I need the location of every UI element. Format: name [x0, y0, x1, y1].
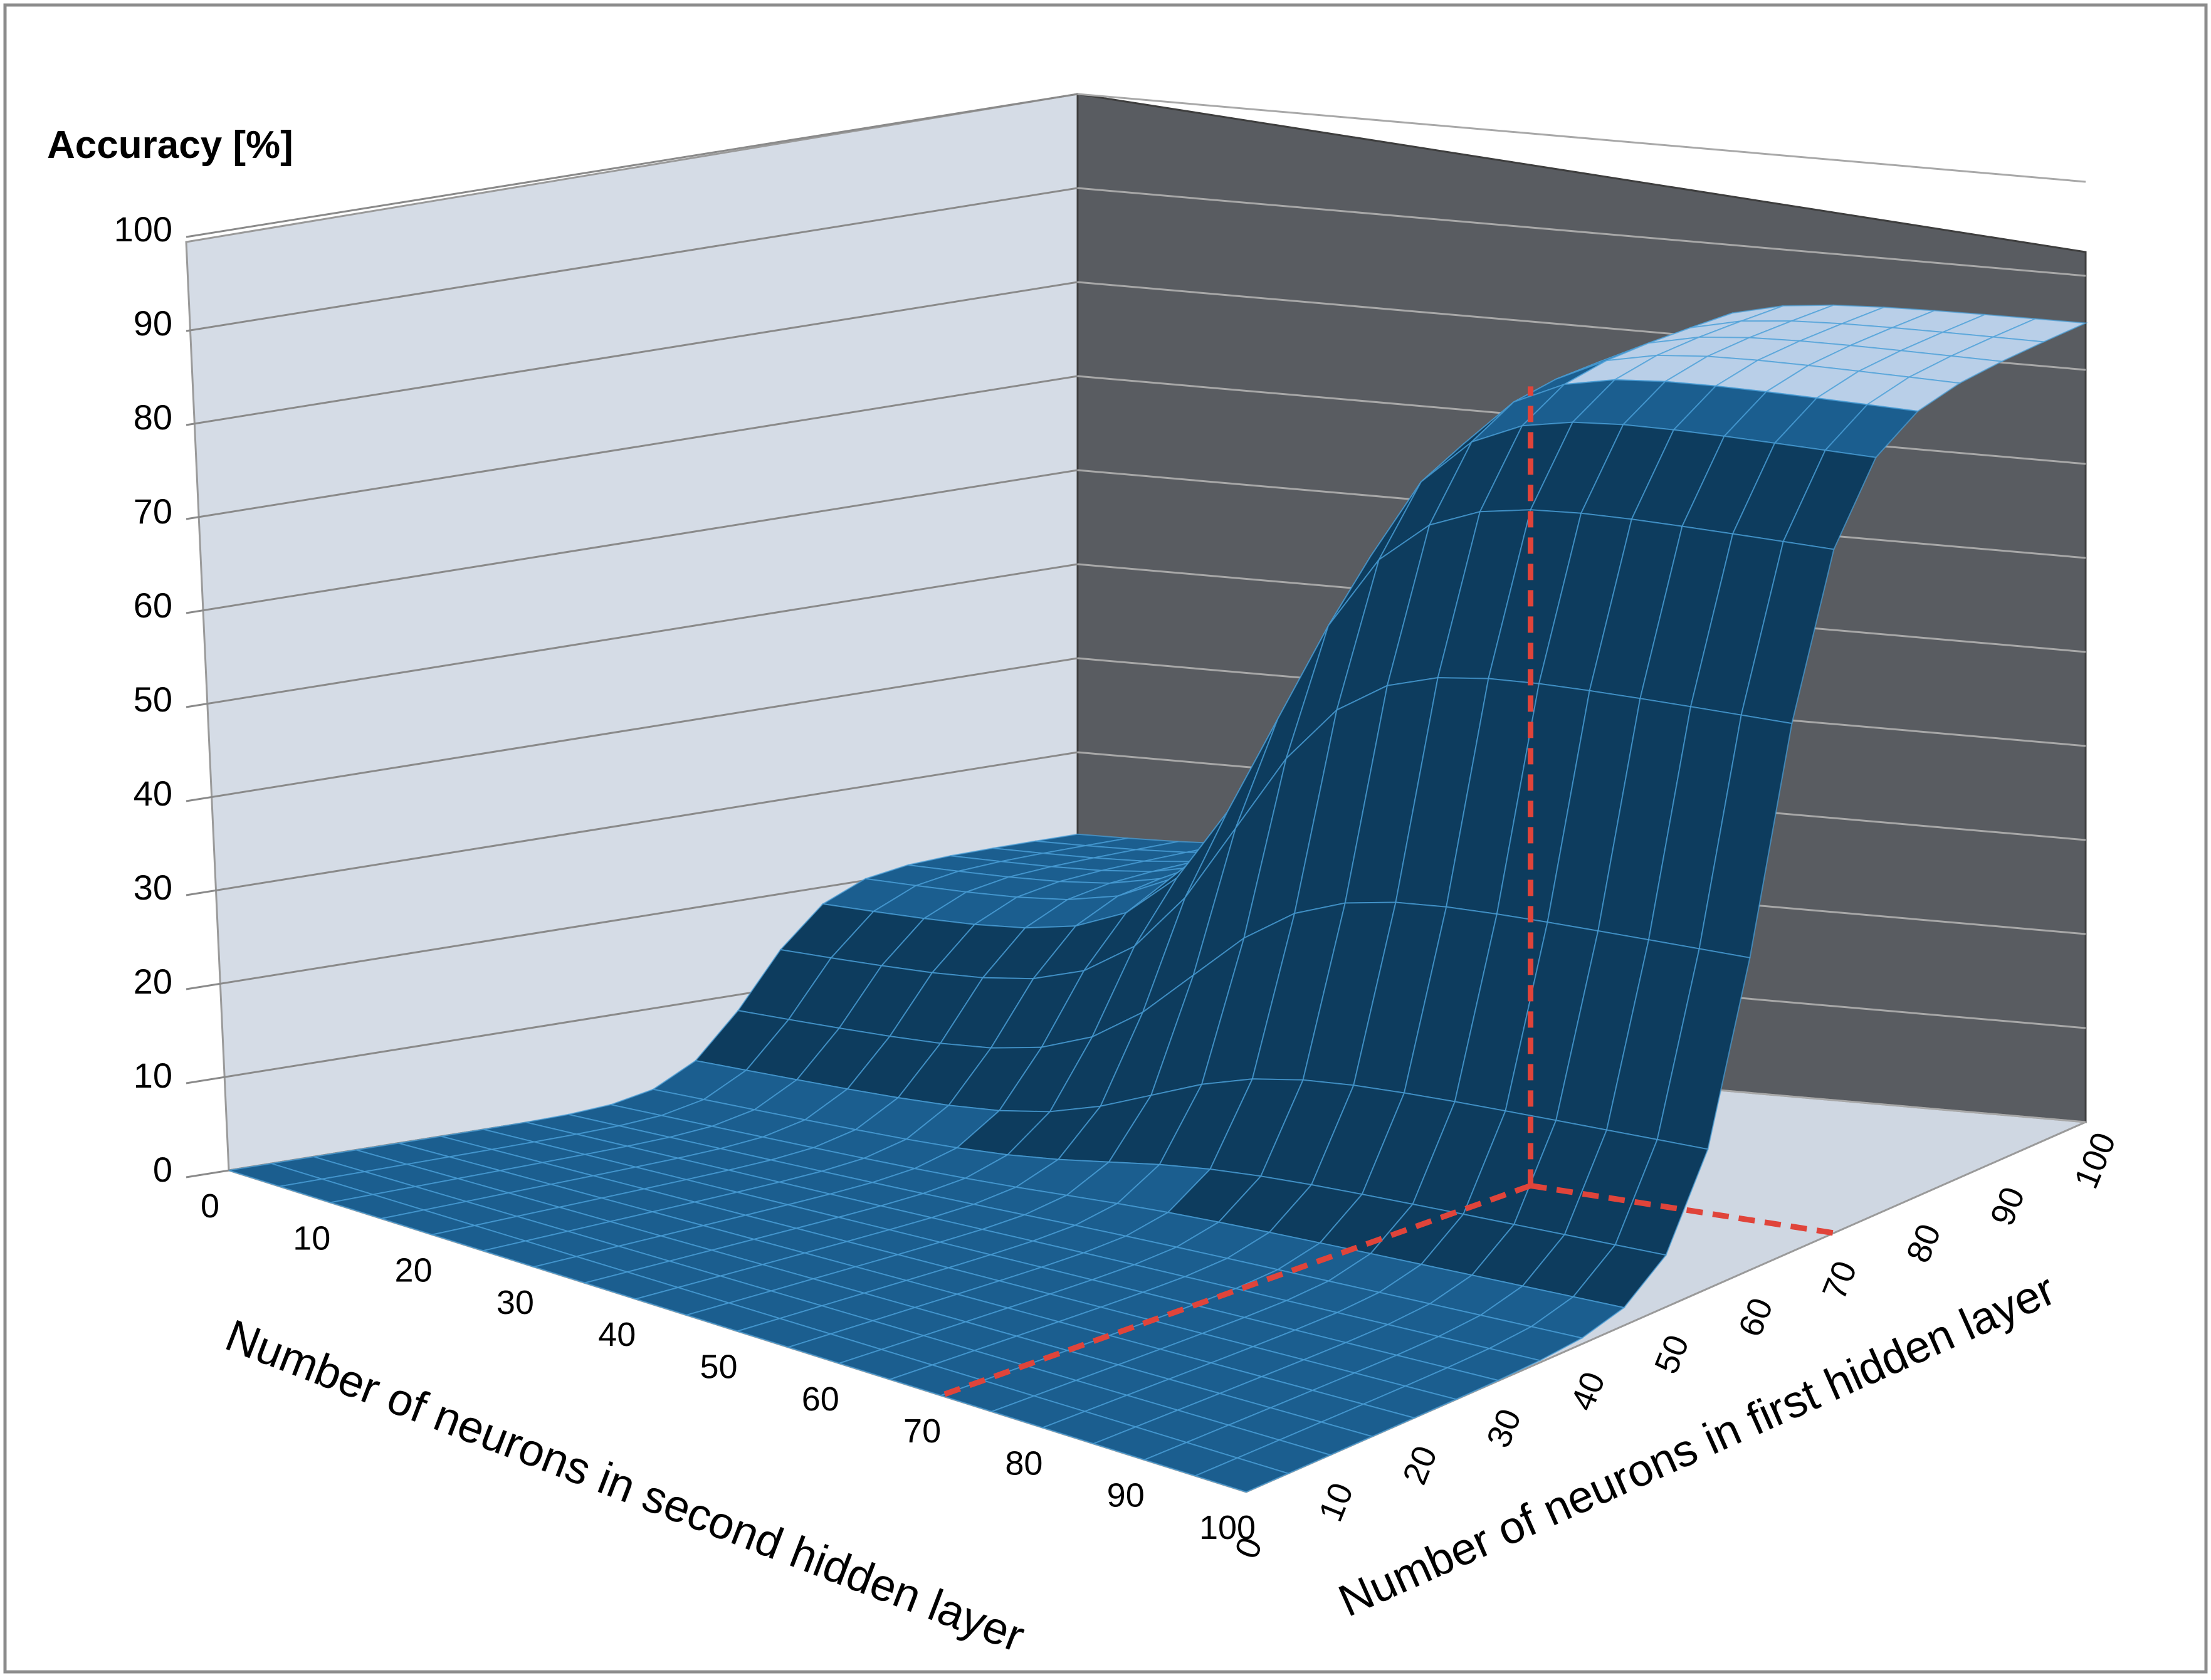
z-tick-label: 80 — [134, 397, 172, 437]
x-tick-label: 30 — [496, 1284, 534, 1321]
grid-line-left — [186, 657, 1078, 802]
x-tick-label: 20 — [395, 1252, 433, 1289]
z-tick-label: 90 — [134, 303, 172, 343]
z-tick-label: 30 — [134, 868, 172, 907]
grid-line-left — [186, 751, 1078, 896]
x-tick-label: 10 — [293, 1219, 330, 1257]
z-tick-label: 70 — [134, 491, 172, 531]
z-axis-title: Accuracy [%] — [47, 123, 293, 167]
z-tick-label: 40 — [134, 774, 172, 813]
surface-patch — [1193, 1457, 1290, 1493]
z-tick-label: 0 — [153, 1150, 172, 1189]
grid-line-left — [186, 469, 1078, 614]
x-tick-label: 50 — [700, 1348, 737, 1386]
x-tick-label: 0 — [201, 1187, 219, 1225]
grid-line-left — [186, 563, 1078, 708]
z-tick-label: 60 — [134, 585, 172, 625]
x-tick-label: 70 — [903, 1412, 941, 1450]
grid-line-right — [1077, 187, 2086, 277]
z-tick-label: 20 — [134, 962, 172, 1001]
accuracy-surface — [228, 304, 2088, 1493]
grid-line-left — [186, 375, 1078, 520]
guide-lines — [940, 386, 1834, 1399]
grid-line-right — [1077, 93, 2086, 183]
z-tick-label: 100 — [114, 209, 172, 249]
grid-line-left — [186, 281, 1078, 426]
x-tick-label: 100 — [1199, 1509, 1256, 1546]
x-tick-label: 60 — [802, 1380, 839, 1418]
z-tick-label: 10 — [134, 1056, 172, 1095]
x-tick-label: 90 — [1107, 1477, 1145, 1515]
z-tick-label: 50 — [134, 680, 172, 719]
grid-line-left — [186, 187, 1078, 332]
x-tick-label: 80 — [1005, 1444, 1042, 1482]
grid-line-left — [186, 93, 1078, 238]
x-tick-label: 40 — [598, 1316, 636, 1353]
